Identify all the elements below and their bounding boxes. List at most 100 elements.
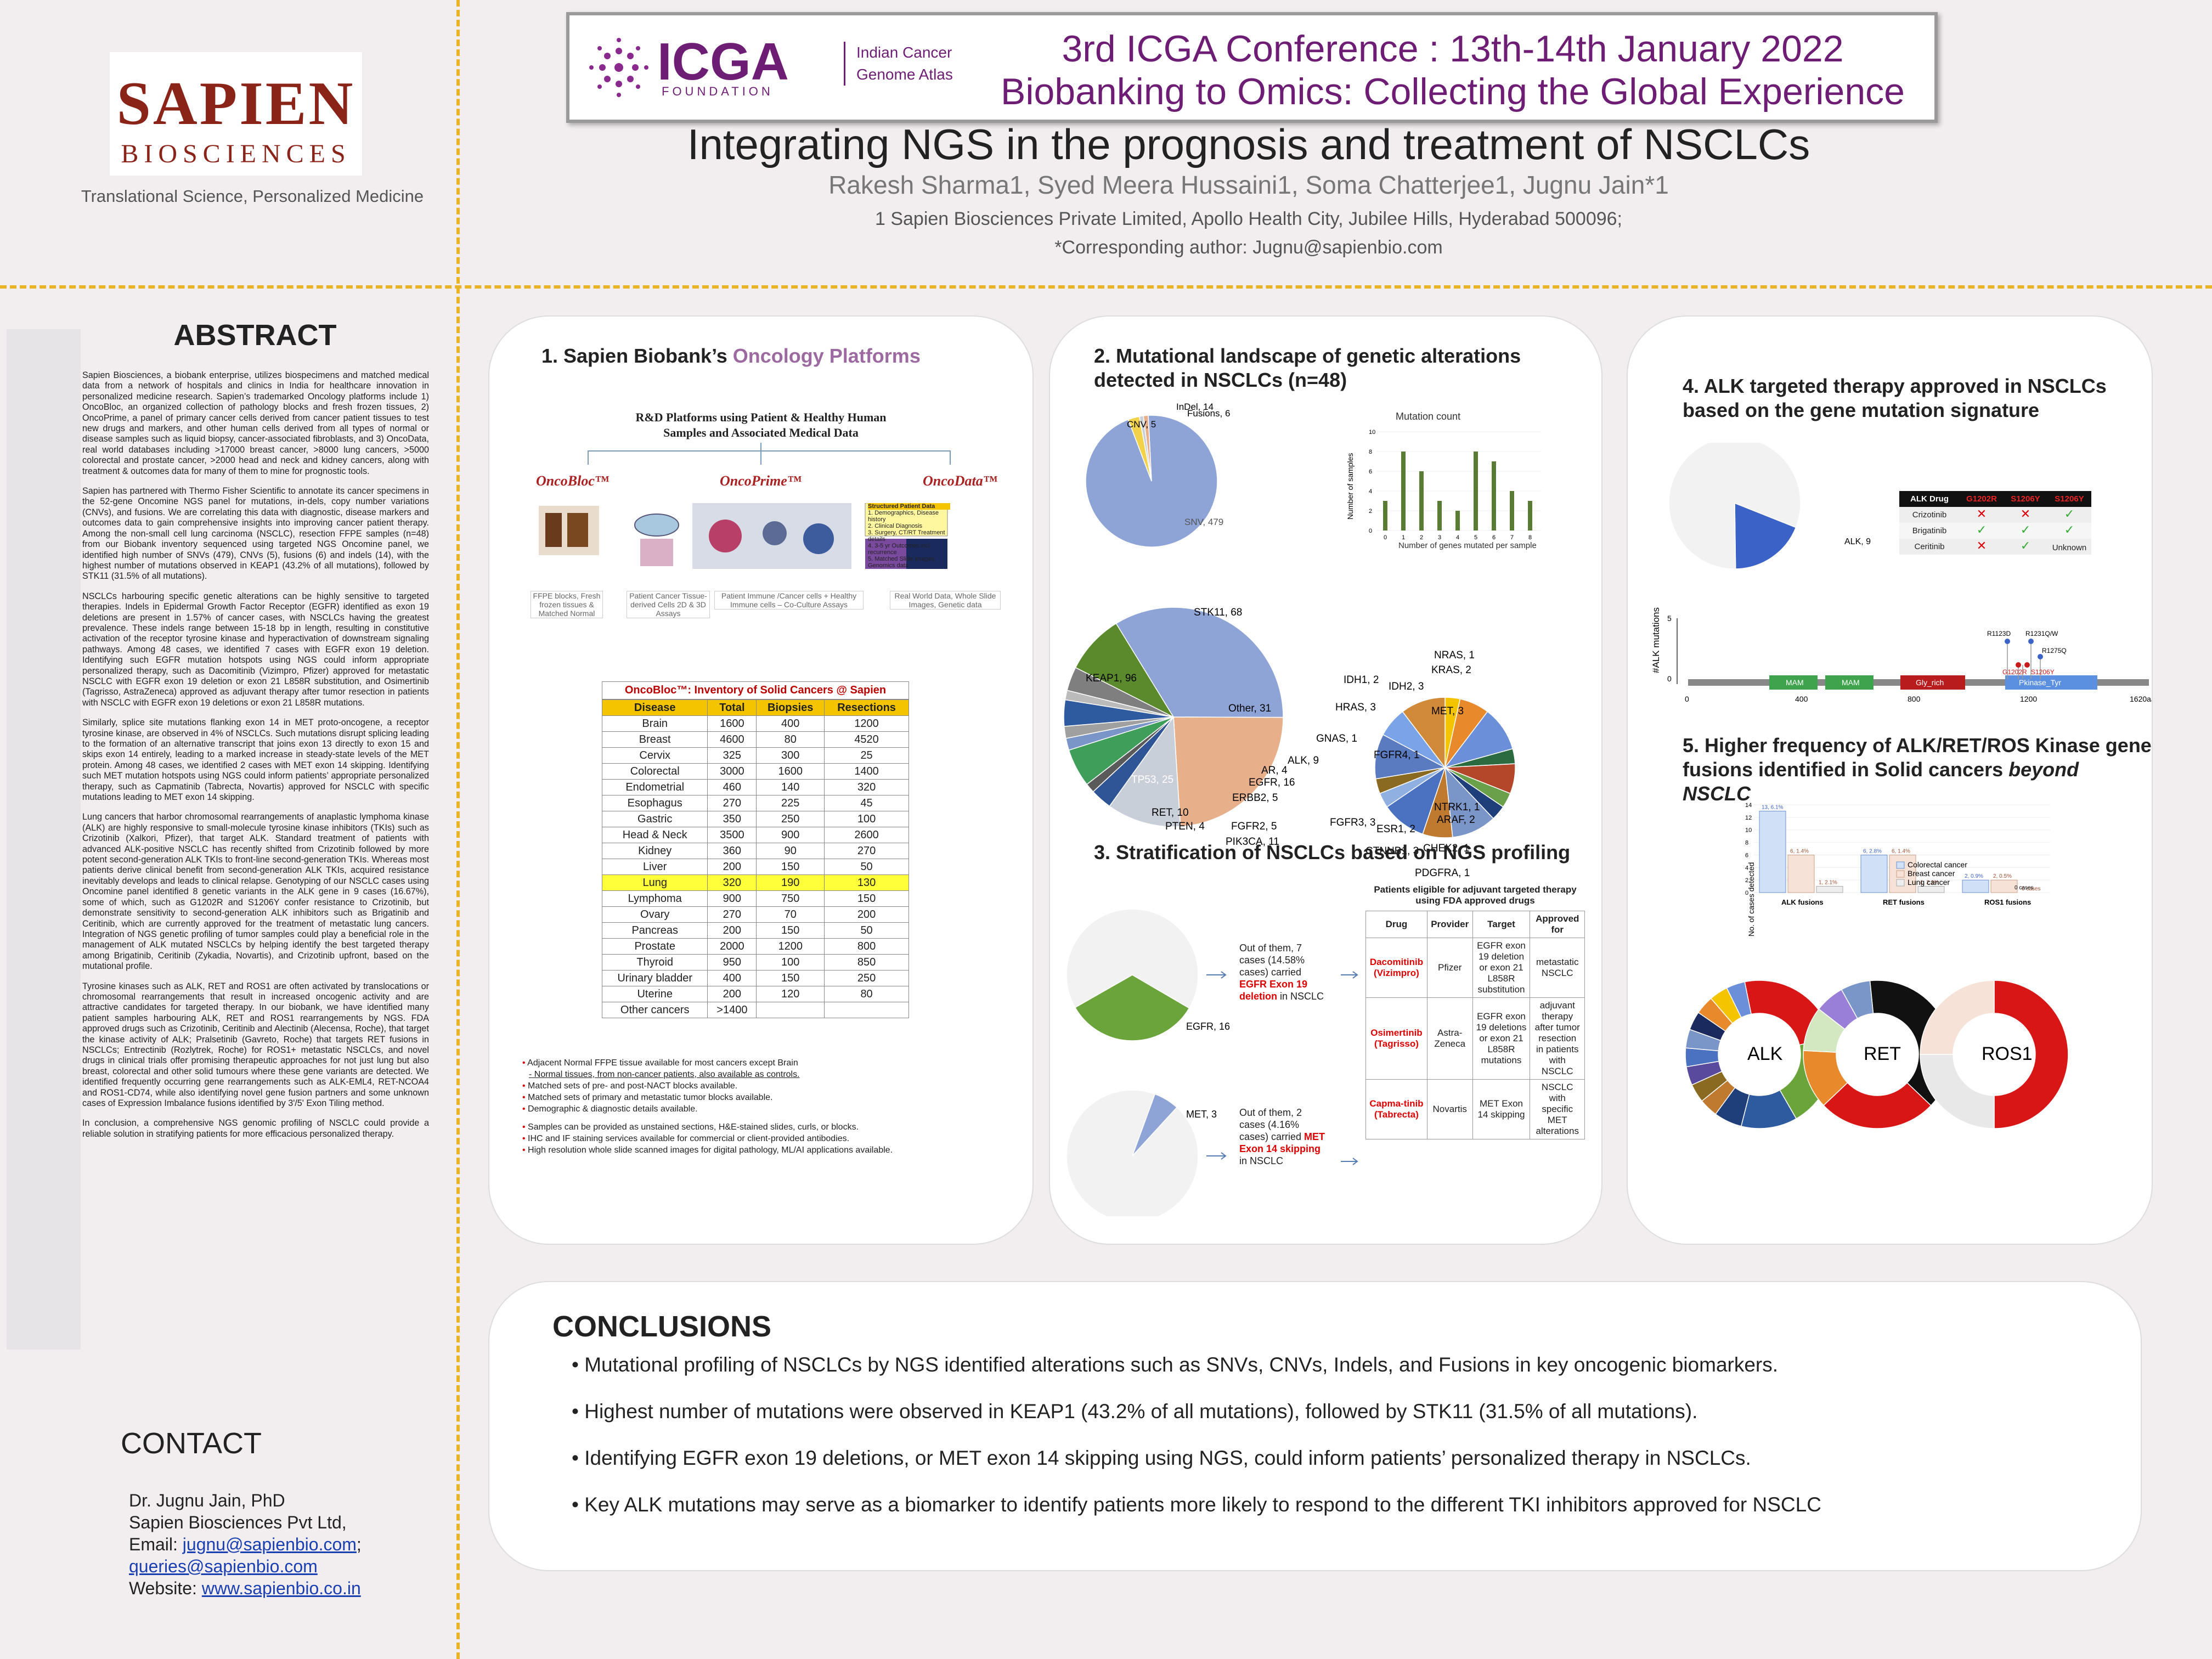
inventory-header-cell: Biopsies bbox=[756, 699, 825, 716]
icga-atlas-1: Indian Cancer bbox=[856, 44, 952, 61]
fusion-bars: 0 2 4 6 8 10 12 14 13, 6.1% 6, 1.4% 1, 2.1% ALK fus… bbox=[1745, 802, 2050, 906]
met-text: in NSCLC bbox=[1239, 1155, 1284, 1166]
check-icon: ✓ bbox=[2064, 523, 2075, 537]
icga-atlas-2: Genome Atlas bbox=[856, 66, 953, 83]
variant-point bbox=[2038, 654, 2043, 659]
table-cell: 850 bbox=[824, 954, 909, 970]
table-cell: Kidney bbox=[601, 843, 708, 859]
bar-xtick: 0 bbox=[1384, 534, 1387, 541]
domain-label: Gly_rich bbox=[1916, 678, 1944, 687]
pie-slice bbox=[1822, 1082, 1932, 1129]
table-cell: 320 bbox=[824, 779, 909, 795]
egfr-text: Out of them, 7 bbox=[1239, 943, 1302, 953]
table-cell: 150 bbox=[756, 859, 825, 875]
met-text: cases) carried bbox=[1239, 1131, 1305, 1142]
table-row: Lymphoma 900 750 150 bbox=[601, 890, 909, 907]
side-watermark bbox=[7, 329, 81, 1350]
other-label-araf: ARAF, 2 bbox=[1437, 814, 1475, 826]
contact-block: Dr. Jugnu Jain, PhD Sapien Biosciences P… bbox=[129, 1489, 362, 1599]
table-cell: 2000 bbox=[707, 938, 757, 955]
table-cell: 45 bbox=[824, 795, 909, 811]
table-cell: 200 bbox=[707, 922, 757, 939]
pie-slice-rest bbox=[1066, 909, 1199, 1009]
gene-label-pik3ca: PIK3CA, 11 bbox=[1226, 836, 1279, 848]
note: • Demographic & diagnostic details avail… bbox=[522, 1104, 698, 1114]
pie-variant-types bbox=[1085, 415, 1218, 548]
domain-mam-1 bbox=[1769, 675, 1818, 690]
abstract-p7: In conclusion, a comprehensive NGS genom… bbox=[82, 1118, 429, 1139]
corresponding-author: *Corresponding author: Jugnu@sapienbio.c… bbox=[1054, 237, 1443, 258]
poster-title: Integrating NGS in the prognosis and tre… bbox=[687, 120, 1810, 168]
table-cell: >1400 bbox=[707, 1002, 757, 1018]
check-icon: ✓ bbox=[1976, 523, 1987, 537]
table-cell: 360 bbox=[707, 843, 757, 859]
table-cell: 120 bbox=[756, 986, 825, 1002]
abstract-p4: Similarly, splice site mutations flankin… bbox=[82, 718, 429, 803]
bar bbox=[1437, 501, 1442, 531]
bar bbox=[1455, 511, 1460, 531]
table-cell: Pfizer bbox=[1426, 938, 1473, 998]
icga-atlas: Indian Cancer Genome Atlas bbox=[844, 42, 953, 86]
domain-label: Pkinase_Tyr bbox=[2019, 678, 2061, 687]
table-cell: 80 bbox=[824, 986, 909, 1002]
fusion-ytick: 0 bbox=[1745, 890, 1748, 896]
table-cell: 400 bbox=[707, 970, 757, 986]
bar-xtick: 5 bbox=[1474, 534, 1477, 541]
table-row: Gastric 350 250 100 bbox=[601, 811, 909, 827]
x-icon: ✕ bbox=[2020, 507, 2031, 521]
note: • Matched sets of primary and metastatic… bbox=[522, 1093, 773, 1102]
matrix-drug: Crizotinib bbox=[1912, 510, 1947, 520]
fusion-bar bbox=[1962, 879, 1989, 893]
drug-header-cell: Drug bbox=[1365, 911, 1427, 938]
table-cell: Pancreas bbox=[601, 922, 708, 939]
email-link-jugnu[interactable]: jugnu@sapienbio.com bbox=[182, 1534, 357, 1554]
met-text: Out of them, 2 bbox=[1239, 1107, 1302, 1118]
pie-label-cnv: CNV, 5 bbox=[1127, 419, 1156, 430]
legend-breast: Breast cancer bbox=[1908, 869, 1955, 878]
table-cell: 200 bbox=[824, 906, 909, 923]
table-cell: 460 bbox=[707, 779, 757, 795]
table-cell: Urinary bladder bbox=[601, 970, 708, 986]
pie-genes bbox=[1063, 607, 1284, 827]
email-link-queries[interactable]: queries@sapienbio.com bbox=[129, 1556, 318, 1576]
table-row: Esophagus 270 225 45 bbox=[601, 795, 909, 811]
bar-chart-title: Mutation count bbox=[1396, 411, 1460, 422]
website-link[interactable]: www.sapienbio.co.in bbox=[201, 1578, 361, 1598]
table-cell: 140 bbox=[756, 779, 825, 795]
bar bbox=[1510, 491, 1514, 531]
bar-xtick: 7 bbox=[1510, 534, 1514, 541]
table-row: Capma-tinib (Tabrecta) Novartis MET Exon 1… bbox=[1365, 1079, 1585, 1139]
fusion-bar-label: 13, 6.1% bbox=[1762, 804, 1784, 810]
table-cell: 70 bbox=[756, 906, 825, 923]
bar-xlabel: Number of genes mutated per sample bbox=[1398, 541, 1537, 550]
inventory-header-cell: Total bbox=[707, 699, 757, 716]
oncobloc-label: OncoBloc™ bbox=[536, 473, 609, 489]
note: • IHC and IF staining services available… bbox=[522, 1134, 850, 1143]
table-cell: 50 bbox=[824, 859, 909, 875]
data-box-item: 2. Clinical Diagnosis bbox=[868, 523, 923, 529]
fusion-bar bbox=[1860, 854, 1888, 893]
variant-label: S1206Y bbox=[2031, 668, 2055, 676]
variant-point bbox=[2024, 662, 2030, 668]
variant-label: G1202R bbox=[2002, 668, 2027, 676]
legend-colorectal: Colorectal cancer bbox=[1908, 860, 1967, 869]
caption-oncodata: Real World Data, Whole Slide Images, Gen… bbox=[890, 591, 1001, 610]
table-cell: 350 bbox=[707, 811, 757, 827]
fusion-bar-label: 2, 0.5% bbox=[1993, 873, 2012, 879]
panel-alk-fusions: 4. ALK targeted therapy approved in NSCL… bbox=[1627, 315, 2153, 1245]
pie-slice-fgfr3 bbox=[1386, 766, 1446, 835]
table-row: Head & Neck 3500 900 2600 bbox=[601, 827, 909, 843]
variant-point bbox=[2016, 662, 2021, 668]
table-row: Liver 200 150 50 bbox=[601, 859, 909, 875]
abstract-p2: Sapien has partnered with Thermo Fisher … bbox=[82, 486, 429, 582]
table-cell: 4600 bbox=[707, 731, 757, 748]
gene-label-ret: RET, 10 bbox=[1152, 807, 1189, 819]
pie-label-fusion: Fusions, 6 bbox=[1187, 408, 1230, 419]
gene-label-stk11: STK11, 68 bbox=[1194, 607, 1242, 618]
table-cell: Gastric bbox=[601, 811, 708, 827]
variant-point bbox=[2028, 639, 2034, 644]
pie-slice-other bbox=[1109, 715, 1181, 827]
table-cell: Liver bbox=[601, 859, 708, 875]
other-label-met: MET, 3 bbox=[1431, 706, 1464, 717]
bar-ytick: 0 bbox=[1369, 528, 1372, 534]
